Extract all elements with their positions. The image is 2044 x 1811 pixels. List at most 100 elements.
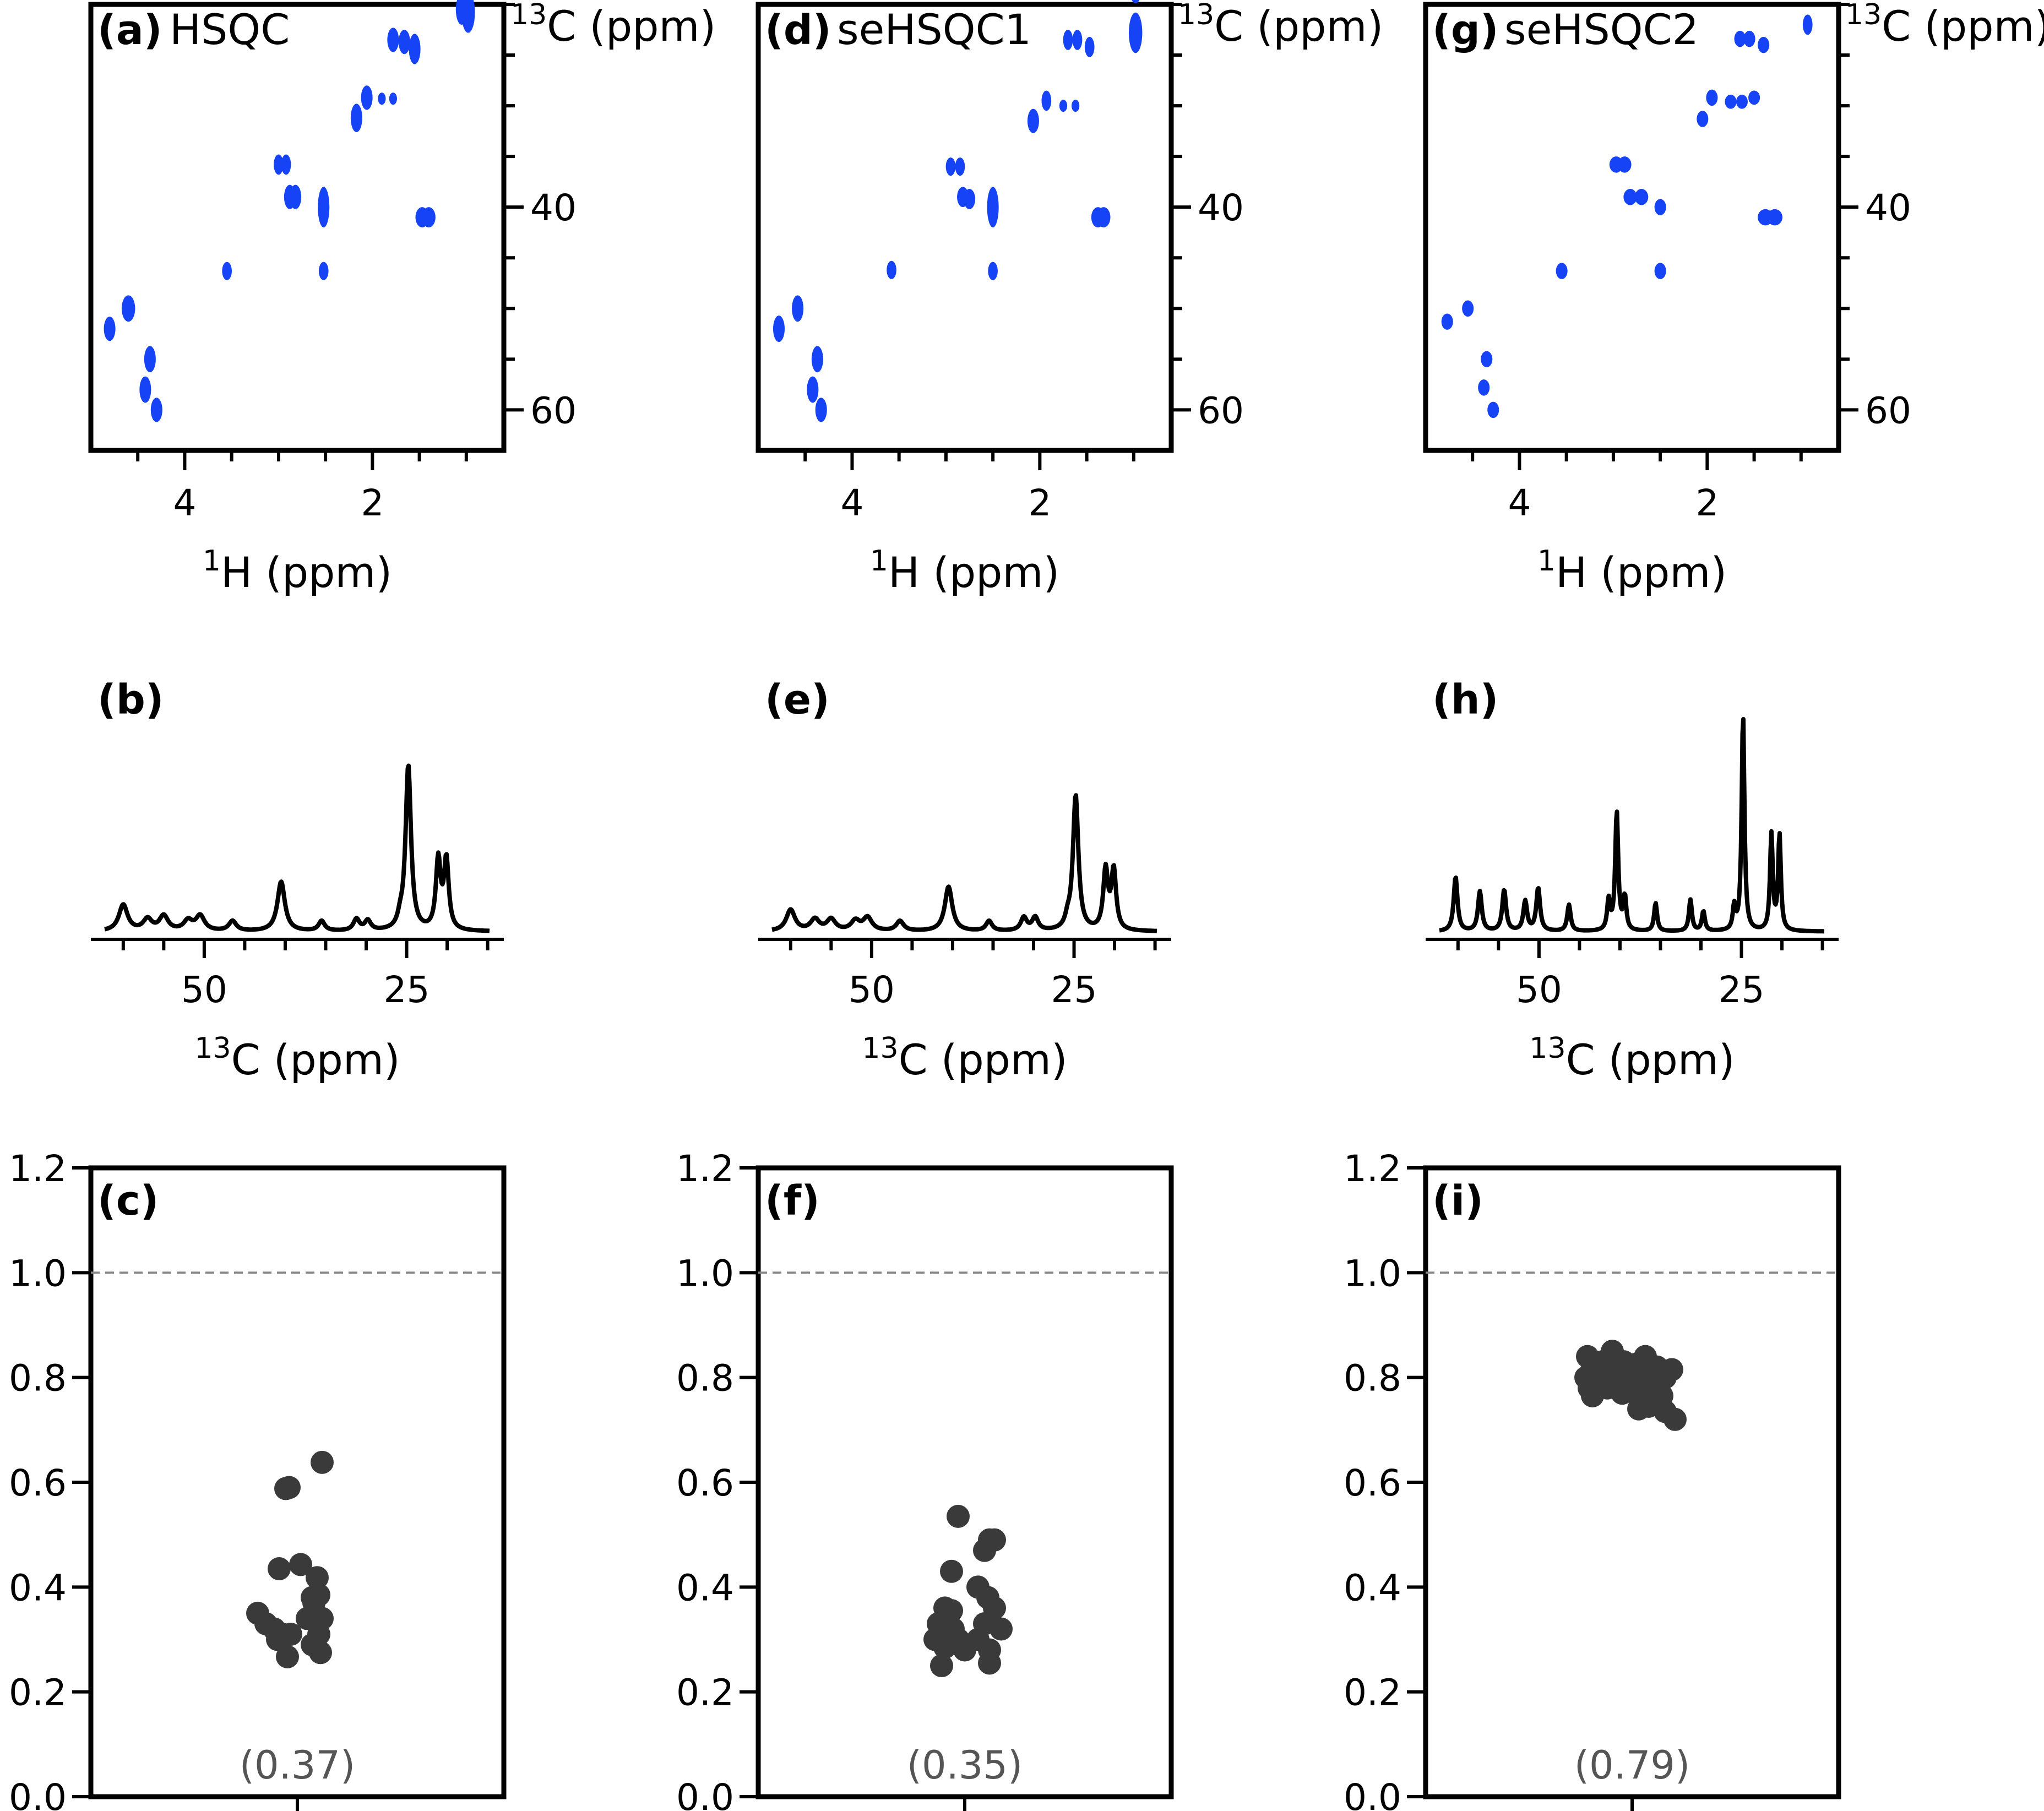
cross-peak [1129, 12, 1143, 53]
y-tick-label: 1.2 [9, 1147, 67, 1190]
panel-label: (i) [1432, 1177, 1483, 1225]
cross-peak [455, 0, 467, 25]
data-point [268, 1557, 291, 1581]
cross-peak [290, 184, 302, 209]
cross-peak [1634, 189, 1649, 205]
cross-peak [1481, 351, 1493, 368]
plot-frame [755, 1165, 1174, 1799]
y-tick-label: 0.6 [1344, 1462, 1401, 1504]
x-tick-label: 25 [1051, 969, 1097, 1011]
y-tick-label: 1.2 [676, 1147, 734, 1190]
cross-peak [389, 93, 397, 105]
y-tick-label: 0.2 [9, 1672, 67, 1714]
mean-label: (0.35) [907, 1743, 1023, 1788]
plot-frame [88, 2, 507, 453]
cross-peak [887, 260, 896, 279]
panel-label: (a) [97, 7, 162, 54]
plot-frame [1423, 1165, 1841, 1799]
cross-peak [104, 317, 116, 341]
panel-label: (h) [1432, 676, 1498, 724]
y-tick-label: 0.0 [1344, 1776, 1401, 1811]
x-axis-label: 1H (ppm) [1537, 545, 1727, 597]
y-tick-label: 0.0 [676, 1776, 734, 1811]
cross-peak [139, 376, 151, 403]
cross-peak [1697, 111, 1709, 127]
cross-peak [964, 189, 976, 209]
x-tick-label: 50 [1516, 969, 1562, 1011]
panel-label: (e) [765, 676, 830, 724]
data-point [279, 1622, 302, 1646]
y-tick-label: 40 [1198, 187, 1244, 229]
cross-peak [150, 398, 162, 422]
cross-peak [1084, 36, 1095, 57]
panel-label: (c) [97, 1177, 159, 1225]
plot-frame [1423, 2, 1841, 453]
spectrum-panel-h: 50 25 13C (ppm) (h) [1426, 676, 1839, 1084]
data-point [930, 1654, 953, 1678]
cross-peak [281, 154, 291, 175]
cross-peak [398, 30, 410, 55]
cross-peak [1654, 263, 1666, 279]
y-tick-label: 0.8 [1344, 1357, 1401, 1400]
cross-peak [1748, 90, 1760, 105]
data-point [306, 1566, 329, 1590]
cross-peak [222, 262, 232, 280]
y-tick-label: 60 [1198, 389, 1244, 432]
data-point [309, 1641, 332, 1665]
hsqc-panel-a: 4 2 1H (ppm) 40 60 13C (ppm) (a) HSQC [88, 0, 716, 597]
strip-panel-f: 0.0 0.2 0.4 0.6 0.8 1.0 1.2 (0.35) (f) [676, 1147, 1174, 1811]
spectrum-trace [770, 793, 1159, 933]
hsqc-panel-d: 4 2 1H (ppm) 40 60 13C (ppm) (d) seHSQC1 [755, 0, 1383, 597]
y-tick-label: 40 [530, 187, 577, 229]
data-point [940, 1559, 963, 1583]
y-axis-label: 13C (ppm) [1845, 0, 2044, 51]
cross-peak [121, 295, 135, 322]
cross-peak [1063, 30, 1073, 50]
y-tick-label: 40 [1865, 187, 1911, 229]
cross-peak [318, 187, 330, 227]
cross-peak [1654, 199, 1666, 215]
cross-peak [1618, 156, 1632, 173]
cross-peak [988, 262, 998, 280]
cross-peak [350, 104, 362, 132]
spectrum-trace [1438, 717, 1826, 934]
x-tick-label: 4 [173, 482, 196, 524]
spectrum-panel-b: 50 25 13C (ppm) (b) [91, 676, 504, 1084]
panel-title: HSQC [170, 5, 290, 54]
cross-peak [1441, 313, 1453, 330]
y-axis-label: 13C (ppm) [510, 0, 716, 51]
y-tick-label: 0.8 [9, 1357, 67, 1400]
y-tick-label: 0.6 [9, 1462, 67, 1504]
cross-peak [144, 346, 156, 373]
y-tick-label: 1.0 [9, 1252, 67, 1295]
panel-title: seHSQC2 [1504, 5, 1699, 54]
cross-peak [792, 295, 804, 322]
x-axis-label: 1H (ppm) [870, 545, 1059, 597]
cross-peak [387, 28, 399, 52]
cross-peak [422, 207, 436, 227]
cross-peak [1767, 209, 1783, 226]
x-axis-label: 13C (ppm) [862, 1032, 1067, 1084]
y-tick-label: 1.0 [1344, 1252, 1401, 1295]
data-point [289, 1553, 312, 1576]
y-tick-label: 0.0 [9, 1776, 67, 1811]
cross-peak [955, 157, 965, 176]
cross-peak [1097, 207, 1111, 227]
y-tick-label: 0.2 [676, 1672, 734, 1714]
cross-peak [987, 187, 999, 227]
cross-peak [815, 398, 827, 422]
strip-panel-i: 0.0 0.2 0.4 0.6 0.8 1.0 1.2 (0.79) (i) [1344, 1147, 1841, 1811]
y-tick-label: 0.2 [1344, 1672, 1401, 1714]
cross-peak [361, 85, 373, 110]
y-tick-label: 0.4 [1344, 1567, 1401, 1609]
y-tick-label: 0.4 [9, 1567, 67, 1609]
x-tick-label: 4 [840, 482, 863, 524]
cross-peak [1072, 100, 1080, 112]
cross-peak [318, 262, 329, 280]
x-tick-label: 2 [361, 482, 384, 524]
cross-peak [1556, 263, 1568, 279]
cross-peak [1706, 89, 1718, 106]
x-axis-label: 13C (ppm) [1529, 1032, 1735, 1084]
y-tick-label: 60 [530, 389, 577, 432]
x-axis-label: 1H (ppm) [203, 545, 392, 597]
